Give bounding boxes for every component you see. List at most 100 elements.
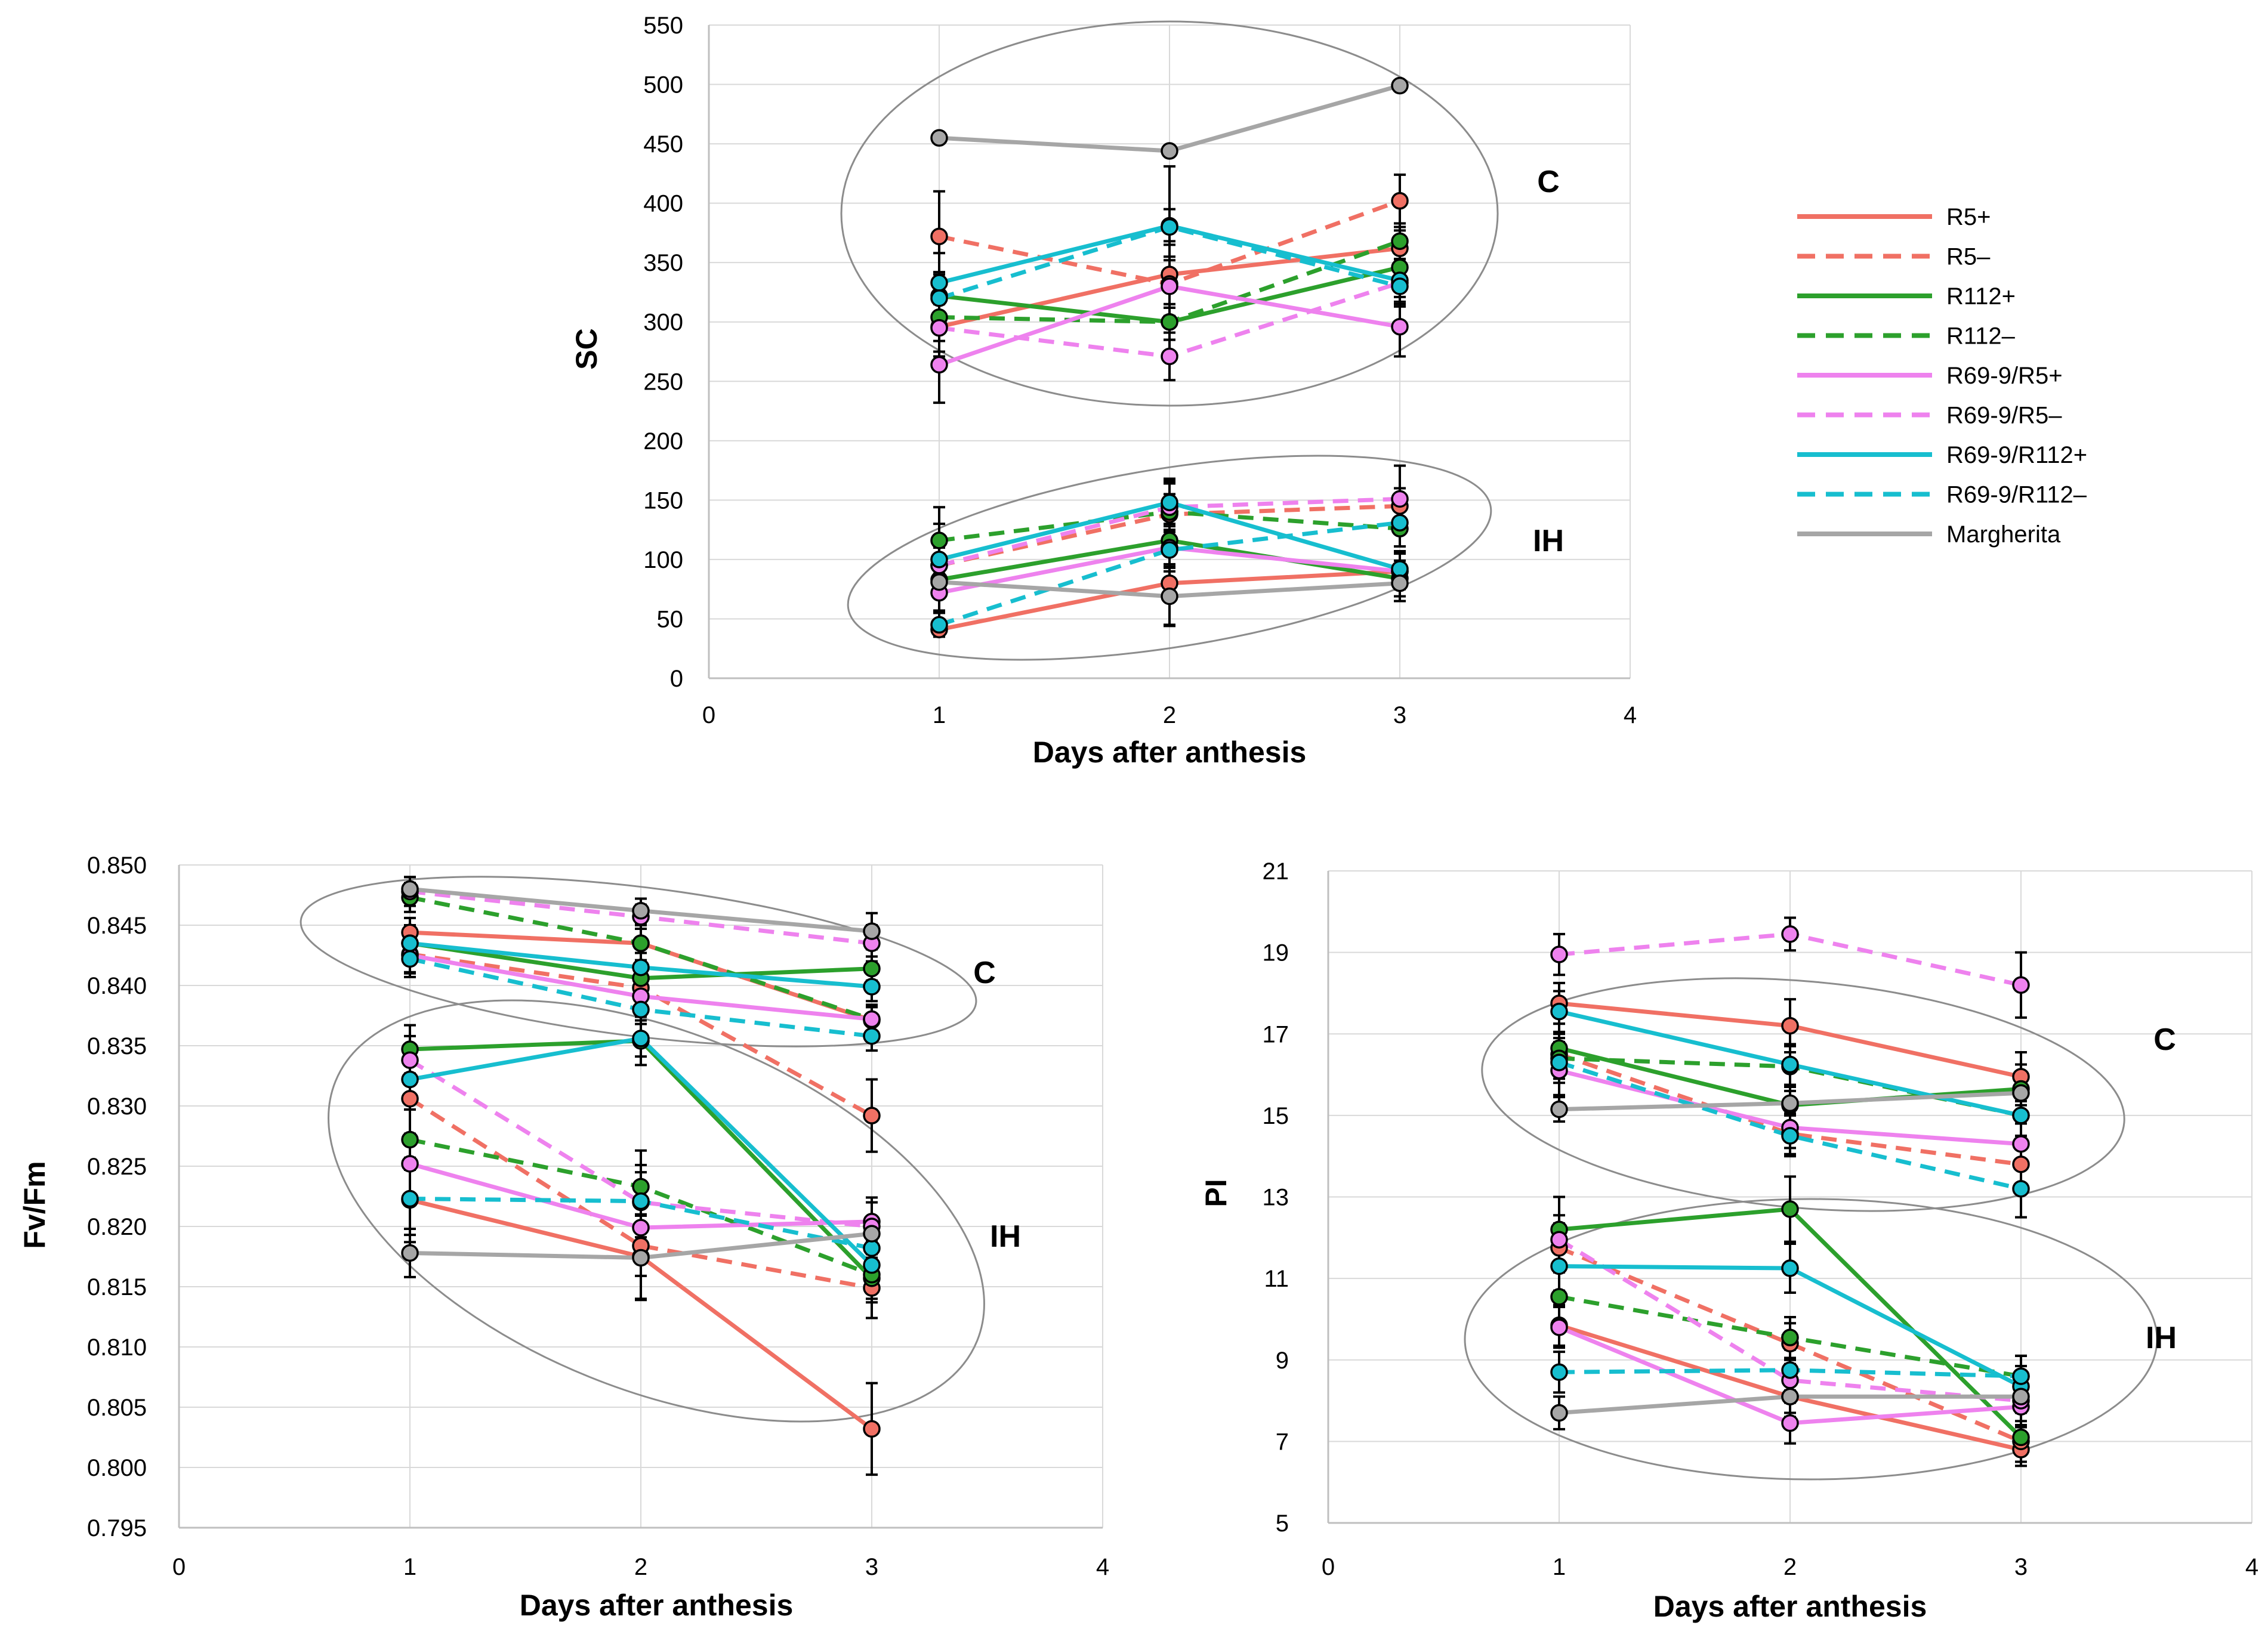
fvfm-group-label: IH bbox=[990, 1219, 1021, 1254]
pi-group-label: IH bbox=[2146, 1321, 2177, 1355]
fvfm-data-point bbox=[863, 1225, 881, 1243]
fvfm-data-point bbox=[632, 1178, 650, 1196]
sc-data-point bbox=[1391, 560, 1409, 578]
sc-group-ellipse-ih bbox=[847, 455, 1492, 661]
pi-data-point bbox=[1550, 1288, 1568, 1306]
pi-data-point bbox=[1550, 1053, 1568, 1071]
sc-data-point bbox=[930, 129, 948, 147]
sc-data-point bbox=[1391, 191, 1409, 210]
sc-y-tick-label: 450 bbox=[643, 131, 683, 157]
pi-data-point bbox=[1781, 1016, 1799, 1035]
fvfm-data-point bbox=[632, 1249, 650, 1267]
fvfm-y-tick-label: 0.820 bbox=[87, 1214, 147, 1240]
fvfm-x-tick-label: 0 bbox=[172, 1554, 186, 1580]
pi-group-ellipse-ih bbox=[1464, 1198, 2158, 1481]
sc-data-point bbox=[1391, 277, 1409, 295]
sc-series-line bbox=[938, 224, 1400, 301]
pi-data-point bbox=[2012, 1155, 2030, 1173]
pi-data-point bbox=[1781, 925, 1799, 943]
fvfm-data-point bbox=[401, 1155, 419, 1173]
sc-y-tick-label: 100 bbox=[643, 547, 683, 573]
sc-data-point bbox=[930, 289, 948, 307]
sc-y-tick-label: 200 bbox=[643, 428, 683, 455]
fvfm-y-tick-label: 0.825 bbox=[87, 1154, 147, 1180]
pi-y-axis-title: PI bbox=[1199, 1179, 1233, 1207]
pi-data-point bbox=[2012, 1180, 2030, 1198]
pi-group-ellipse-c bbox=[1481, 977, 2125, 1212]
sc-data-point bbox=[1391, 490, 1409, 508]
sc-data-point bbox=[930, 356, 948, 374]
pi-y-tick-label: 11 bbox=[1264, 1266, 1289, 1292]
sc-y-tick-label: 400 bbox=[643, 191, 683, 217]
pi-chart-panel: 5 7 9 11 13 15 17 19 21 0 1 2 3 4 Days after anthesis P… bbox=[1199, 858, 2258, 1623]
sc-data-point bbox=[1161, 493, 1178, 512]
legend-label: R112+ bbox=[1946, 283, 2016, 310]
pi-y-tick-label: 17 bbox=[1263, 1021, 1289, 1047]
pi-data-point bbox=[2012, 1107, 2030, 1124]
sc-group-label: IH bbox=[1533, 524, 1564, 558]
pi-data-point bbox=[1550, 1404, 1568, 1422]
sc-y-tick-label: 150 bbox=[643, 487, 683, 514]
legend-label: R69-9/R112+ bbox=[1946, 442, 2087, 468]
fvfm-y-tick-label: 0.815 bbox=[87, 1274, 147, 1300]
fvfm-data-point bbox=[863, 922, 881, 940]
legend-label: Margherita bbox=[1946, 521, 2061, 548]
fvfm-data-point bbox=[632, 1192, 650, 1210]
sc-x-tick-label: 4 bbox=[1624, 702, 1637, 728]
pi-y-tick-label: 19 bbox=[1263, 940, 1289, 966]
sc-data-point bbox=[1161, 218, 1178, 236]
fvfm-data-point bbox=[632, 1219, 650, 1237]
fvfm-data-point bbox=[863, 1420, 881, 1438]
fvfm-data-point bbox=[863, 959, 881, 978]
pi-data-point bbox=[2012, 976, 2030, 994]
pi-x-tick-label: 0 bbox=[1322, 1554, 1335, 1580]
fvfm-y-tick-label: 0.835 bbox=[87, 1033, 147, 1059]
sc-y-tick-label: 350 bbox=[643, 250, 683, 276]
fvfm-data-point bbox=[863, 1107, 881, 1124]
pi-x-tick-label: 1 bbox=[1553, 1554, 1566, 1580]
fvfm-data-point bbox=[863, 1256, 881, 1274]
sc-x-tick-label: 2 bbox=[1163, 702, 1176, 728]
fvfm-data-point bbox=[632, 1030, 650, 1047]
fvfm-data-point bbox=[632, 958, 650, 977]
sc-data-point bbox=[930, 319, 948, 337]
pi-y-tick-label: 21 bbox=[1263, 858, 1289, 885]
fvfm-data-point bbox=[632, 902, 650, 920]
fvfm-x-tick-label: 1 bbox=[403, 1554, 416, 1580]
fvfm-y-tick-label: 0.795 bbox=[87, 1515, 147, 1541]
fvfm-x-tick-label: 2 bbox=[634, 1554, 647, 1580]
fvfm-series-line bbox=[409, 1096, 872, 1290]
fvfm-data-point bbox=[863, 1239, 881, 1257]
sc-data-point bbox=[1161, 587, 1178, 605]
sc-data-point bbox=[1161, 541, 1178, 559]
pi-data-point bbox=[1781, 1388, 1799, 1405]
pi-data-point bbox=[1550, 1231, 1568, 1249]
fvfm-data-point bbox=[863, 1010, 881, 1028]
pi-x-tick-label: 4 bbox=[2245, 1554, 2258, 1580]
fvfm-y-tick-label: 0.810 bbox=[87, 1334, 147, 1361]
sc-data-point bbox=[1391, 514, 1409, 532]
pi-data-point bbox=[1781, 1328, 1799, 1346]
sc-data-point bbox=[930, 616, 948, 634]
fvfm-data-point bbox=[863, 978, 881, 996]
sc-data-point bbox=[1161, 313, 1178, 331]
pi-data-point bbox=[2012, 1135, 2030, 1153]
sc-x-tick-label: 3 bbox=[1393, 702, 1406, 728]
fvfm-data-point bbox=[863, 1027, 881, 1045]
fvfm-y-axis-title: Fv/Fm bbox=[18, 1161, 51, 1249]
fvfm-data-point bbox=[401, 1070, 419, 1089]
fvfm-chart-panel: 0.795 0.800 0.805 0.810 0.815 0.820 0.825 0.830… bbox=[18, 852, 1109, 1622]
legend-label: R5+ bbox=[1946, 204, 1991, 230]
pi-x-tick-label: 3 bbox=[2014, 1554, 2028, 1580]
sc-group-ellipse-c bbox=[840, 20, 1499, 407]
pi-y-tick-label: 5 bbox=[1276, 1510, 1289, 1537]
pi-data-point bbox=[2012, 1428, 2030, 1447]
sc-series-line bbox=[938, 520, 1400, 627]
fvfm-data-point bbox=[632, 1000, 650, 1019]
legend-label: R69-9/R5+ bbox=[1946, 363, 2063, 389]
fvfm-y-tick-label: 0.830 bbox=[87, 1093, 147, 1120]
fvfm-data-point bbox=[401, 934, 419, 953]
legend-label: R112– bbox=[1946, 323, 2016, 350]
fvfm-x-tick-label: 4 bbox=[1096, 1554, 1109, 1580]
